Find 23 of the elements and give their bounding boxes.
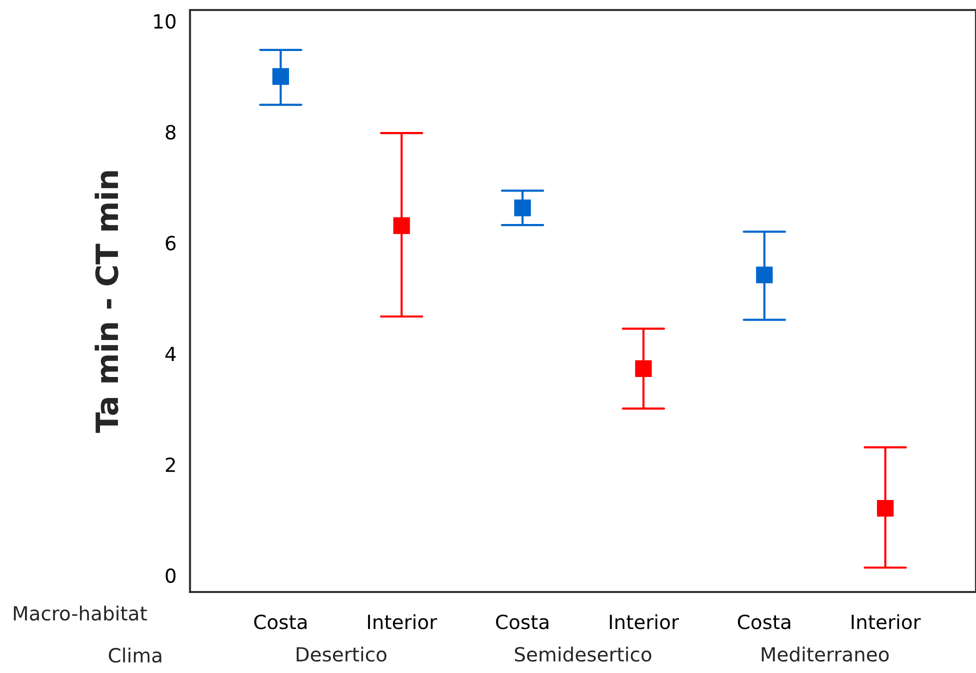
x-tick-label: Interior [610,614,679,630]
y-axis-title: Ta min - CT min [94,171,118,433]
x-tick-label: Interior [368,614,438,630]
point [756,266,773,284]
text: Clima [108,648,162,663]
y-tick-label: 0 [166,568,176,584]
point [272,68,290,85]
x-tick-label: Interior [852,614,921,630]
x-tick-label: Costa [254,614,306,630]
text: Mediterraneo [762,646,889,662]
x-tick-label: Costa [496,614,548,630]
text: Semidesertico [514,646,652,662]
point [635,360,652,377]
text: Macro-habitat [14,606,147,621]
x-tick-label: Costa [738,614,790,630]
y-tick-label: 2 [166,457,175,472]
y-tick-label: 10 [154,14,176,29]
y-tick-label: 6 [166,236,176,250]
y-tick-label: 8 [166,124,176,140]
point [393,217,410,234]
text: Desertico [296,646,386,662]
y-tick-label: 4 [165,346,176,362]
point [876,500,894,517]
